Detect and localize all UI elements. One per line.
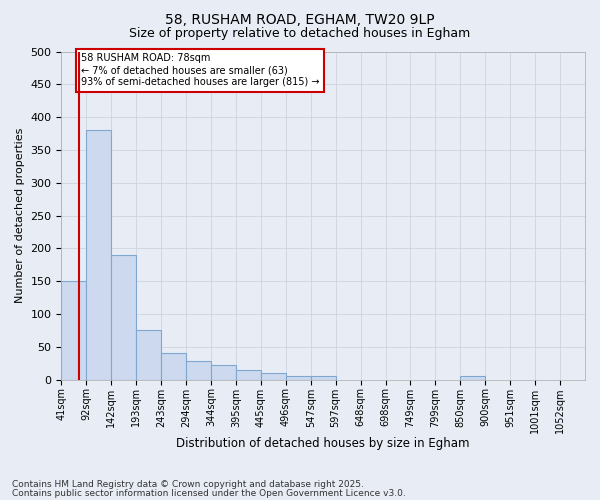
Bar (161, 354, 186, 380)
Bar (111, 255, 136, 380)
X-axis label: Distribution of detached houses by size in Egham: Distribution of detached houses by size … (176, 437, 470, 450)
Bar (211, 366, 236, 380)
Y-axis label: Number of detached properties: Number of detached properties (15, 128, 25, 304)
Bar (460, 376, 485, 380)
Bar (86, 130, 111, 380)
Bar (286, 376, 311, 380)
Text: Contains HM Land Registry data © Crown copyright and database right 2025.: Contains HM Land Registry data © Crown c… (12, 480, 364, 489)
Bar (136, 330, 161, 380)
Bar (186, 362, 211, 380)
Bar (236, 370, 261, 380)
Bar (261, 373, 286, 380)
Text: Contains public sector information licensed under the Open Government Licence v3: Contains public sector information licen… (12, 488, 406, 498)
Text: 58 RUSHAM ROAD: 78sqm
← 7% of detached houses are smaller (63)
93% of semi-detac: 58 RUSHAM ROAD: 78sqm ← 7% of detached h… (81, 54, 319, 86)
Bar (61, 281, 86, 380)
Text: 58, RUSHAM ROAD, EGHAM, TW20 9LP: 58, RUSHAM ROAD, EGHAM, TW20 9LP (165, 12, 435, 26)
Bar (311, 376, 335, 380)
Text: Size of property relative to detached houses in Egham: Size of property relative to detached ho… (130, 28, 470, 40)
